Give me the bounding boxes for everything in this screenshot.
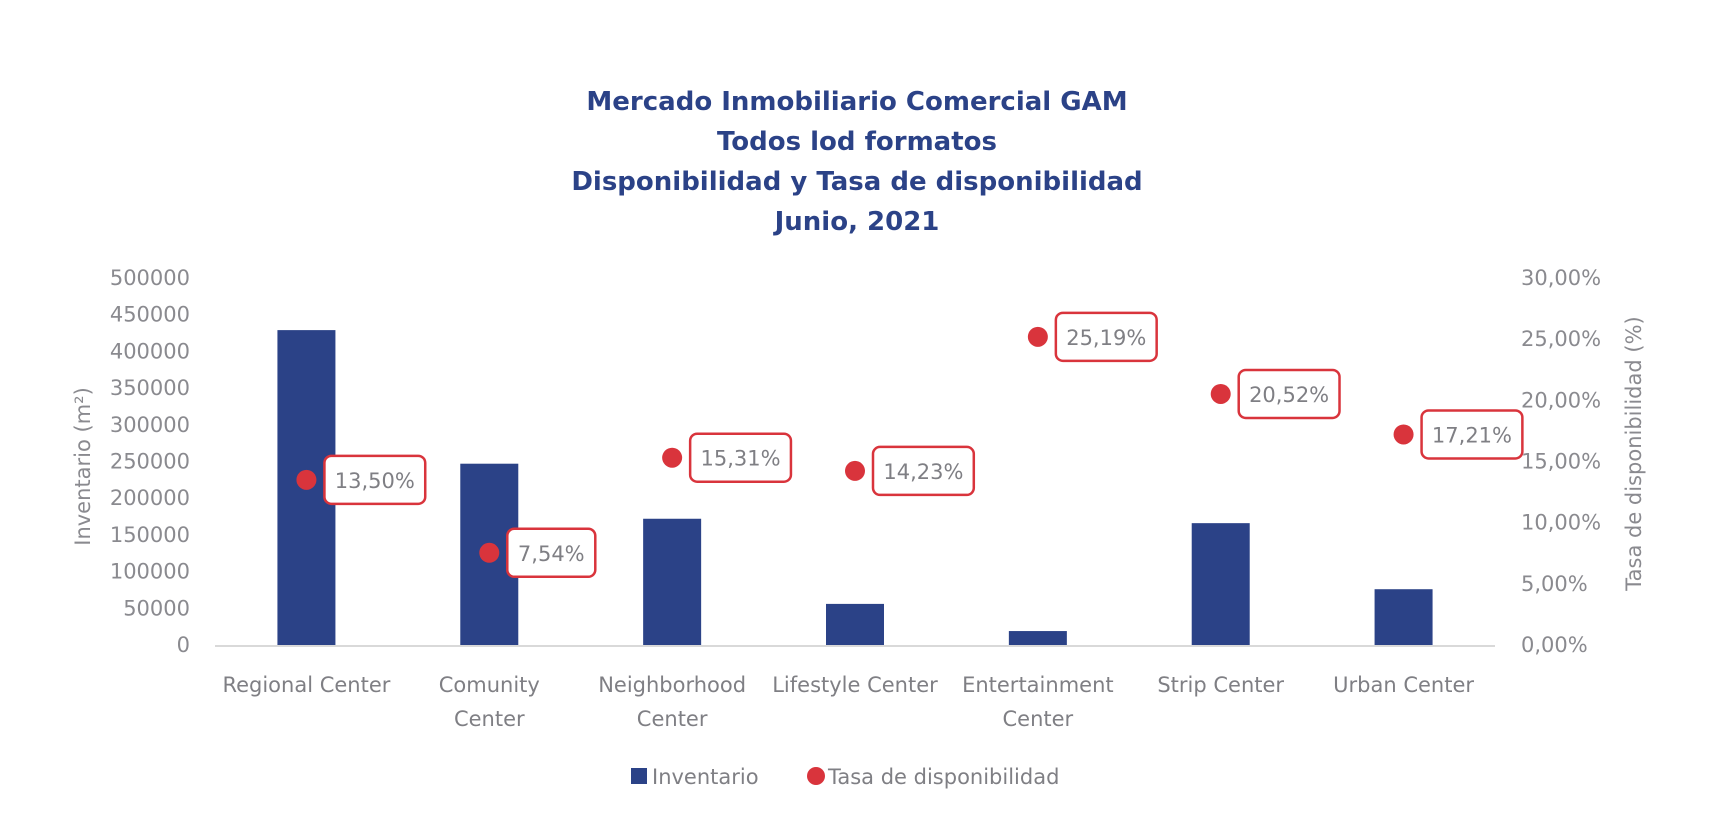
left-axis-tick-label: 250000 — [110, 450, 190, 474]
point-tasa — [662, 447, 683, 468]
category-label: Center — [637, 707, 708, 731]
right-axis-title: Tasa de disponibilidad (%) — [1622, 316, 1646, 591]
point-tasa — [845, 460, 865, 481]
data-label-box — [871, 445, 976, 497]
category-label: Entertainment — [962, 673, 1114, 697]
legend: Inventario Tasa de disponibilidad — [631, 765, 1059, 789]
chart-title-line: Disponibilidad y Tasa de disponibilidad — [571, 167, 1142, 197]
bar-inventario — [1374, 589, 1433, 645]
data-label-tasa: 14,23% — [883, 460, 963, 484]
point-tasa — [1210, 383, 1231, 404]
data-label-tasa: 20,52% — [1249, 383, 1329, 407]
left-axis-tick-label: 100000 — [110, 560, 190, 584]
data-label-tasa: 25,19% — [1066, 326, 1146, 350]
left-axis-ticks: 0 50000 100000 150000 200000 250000 300000 3500… — [110, 266, 190, 657]
data-label-box — [1054, 311, 1158, 363]
point-tasa — [296, 469, 317, 490]
category-label: Lifestyle Center — [772, 673, 938, 697]
left-axis-tick-label: 400000 — [110, 339, 190, 363]
scatter-series-tasa: 13,50% 7,54% 15,31% 14,23% 25,19% 20,52% 17,21… — [296, 311, 1524, 579]
left-axis-tick-label: 300000 — [110, 413, 190, 437]
chart-title-line: Mercado Inmobiliario Comercial GAM — [586, 87, 1127, 117]
bar-inventario — [1191, 523, 1250, 645]
point-tasa — [1393, 424, 1414, 445]
chart-title-line: Junio, 2021 — [773, 207, 940, 237]
bar-inventario — [643, 518, 702, 645]
right-axis-tick-label: 30,00% — [1521, 266, 1601, 290]
category-labels: Regional Center Comunity Center Neighborhoo… — [222, 673, 1474, 731]
category-label: Neighborhood — [598, 673, 746, 697]
data-label-box — [1237, 368, 1341, 420]
data-label-box — [506, 527, 597, 579]
left-axis-tick-label: 500000 — [110, 266, 190, 290]
left-axis-title: Inventario (m²) — [71, 387, 95, 546]
data-label-tasa: 7,54% — [518, 542, 585, 566]
right-axis-tick-label: 5,00% — [1521, 572, 1588, 596]
left-axis-tick-label: 150000 — [110, 523, 190, 547]
chart-title: Mercado Inmobiliario Comercial GAM Todos … — [571, 87, 1142, 237]
category-label: Regional Center — [222, 673, 390, 697]
category-label: Comunity — [439, 673, 540, 697]
bar-inventario — [1008, 631, 1067, 645]
right-axis-tick-label: 15,00% — [1521, 450, 1601, 474]
category-label: Center — [454, 707, 525, 731]
chart-title-line: Todos lod formatos — [717, 127, 997, 157]
legend-label-tasa: Tasa de disponibilidad — [827, 765, 1059, 789]
data-label-tasa: 15,31% — [701, 447, 781, 471]
right-axis-tick-label: 25,00% — [1521, 327, 1601, 351]
data-label-tasa: 13,50% — [335, 469, 415, 493]
data-label-box — [688, 432, 793, 483]
left-axis-tick-label: 200000 — [110, 486, 190, 510]
right-axis-tick-label: 10,00% — [1521, 511, 1601, 535]
point-tasa — [1027, 326, 1048, 347]
data-label-box — [323, 454, 427, 506]
left-axis-tick-label: 350000 — [110, 376, 190, 400]
data-label-tasa: 17,21% — [1432, 423, 1512, 447]
point-tasa — [479, 542, 500, 563]
category-label: Urban Center — [1333, 673, 1474, 697]
category-label: Center — [1003, 707, 1074, 731]
legend-swatch-inventario — [631, 768, 647, 784]
category-label: Strip Center — [1157, 673, 1284, 697]
legend-swatch-tasa — [807, 767, 825, 785]
right-axis-ticks: 0,00% 5,00% 10,00% 15,00% 20,00% 25,00% 30,00% — [1521, 266, 1601, 657]
data-label-box — [1420, 409, 1524, 460]
legend-label-inventario: Inventario — [652, 765, 759, 789]
left-axis-tick-label: 50000 — [123, 596, 190, 620]
left-axis-tick-label: 0 — [177, 633, 190, 657]
right-axis-tick-label: 0,00% — [1521, 633, 1588, 657]
left-axis-tick-label: 450000 — [110, 303, 190, 327]
right-axis-tick-label: 20,00% — [1521, 388, 1601, 412]
bar-inventario — [826, 603, 884, 645]
